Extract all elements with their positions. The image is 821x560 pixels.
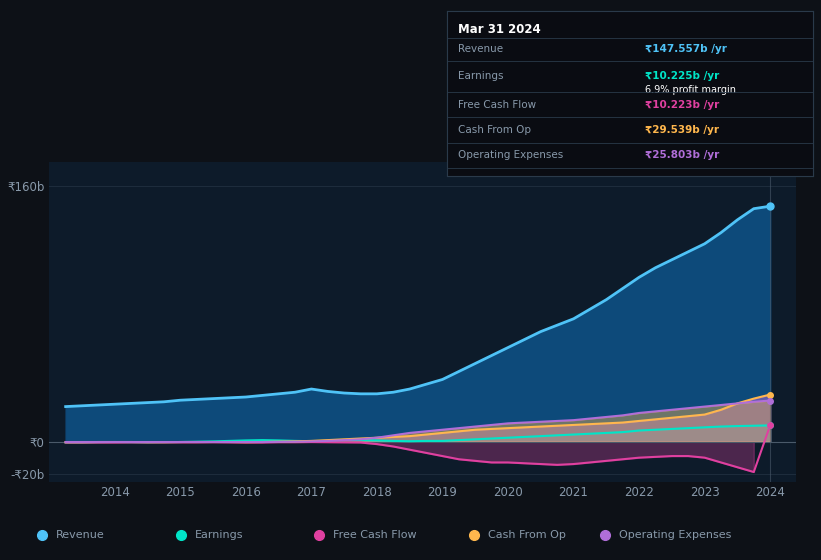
Text: Free Cash Flow: Free Cash Flow: [458, 100, 537, 110]
Text: ₹25.803b /yr: ₹25.803b /yr: [644, 150, 719, 160]
Text: 6.9% profit margin: 6.9% profit margin: [644, 86, 736, 96]
Text: Cash From Op: Cash From Op: [458, 125, 531, 135]
Text: Revenue: Revenue: [458, 44, 503, 54]
Text: Operating Expenses: Operating Expenses: [458, 150, 564, 160]
Text: ₹29.539b /yr: ₹29.539b /yr: [644, 125, 718, 135]
Text: ₹147.557b /yr: ₹147.557b /yr: [644, 44, 727, 54]
Text: Earnings: Earnings: [195, 530, 243, 540]
Text: Free Cash Flow: Free Cash Flow: [333, 530, 417, 540]
Text: ₹10.225b /yr: ₹10.225b /yr: [644, 71, 719, 81]
Text: Cash From Op: Cash From Op: [488, 530, 566, 540]
Text: Operating Expenses: Operating Expenses: [619, 530, 732, 540]
Text: Revenue: Revenue: [56, 530, 104, 540]
Text: Earnings: Earnings: [458, 71, 504, 81]
Text: ₹10.223b /yr: ₹10.223b /yr: [644, 100, 719, 110]
Text: Mar 31 2024: Mar 31 2024: [458, 23, 541, 36]
